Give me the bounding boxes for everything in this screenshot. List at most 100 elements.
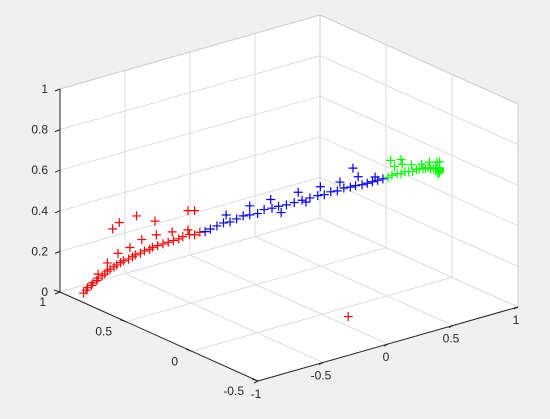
data-point [315, 182, 325, 192]
data-point [151, 230, 161, 240]
data-point [169, 236, 178, 246]
data-point [326, 187, 336, 197]
data-point [158, 239, 168, 249]
data-point [245, 210, 255, 220]
data-point [150, 216, 160, 226]
grid-wall-z [59, 176, 321, 252]
grid-wall-z [319, 176, 519, 267]
data-point [351, 181, 361, 191]
data-point [390, 161, 400, 171]
data-point [434, 163, 444, 173]
grid-floor-x [189, 254, 389, 345]
y-axis-line [59, 291, 259, 382]
data-point [335, 177, 345, 187]
z-tick-label: 0 [41, 285, 48, 299]
data-point [183, 225, 193, 235]
data-point [205, 224, 215, 234]
y-tick-label: 0 [171, 354, 178, 368]
data-point [417, 159, 427, 169]
data-point [339, 183, 349, 193]
data-point [139, 246, 149, 256]
data-point [125, 242, 135, 252]
data-point [259, 205, 269, 215]
x-tick-label: 0 [383, 350, 390, 364]
z-tick [54, 291, 61, 295]
data-point [88, 278, 98, 288]
grid-wall-z [319, 95, 519, 186]
data-point [297, 195, 307, 205]
data-point [124, 254, 134, 264]
data-point [137, 235, 147, 245]
series-0 [79, 206, 353, 322]
data-point [396, 169, 406, 179]
y-tick [53, 289, 61, 293]
data-point [289, 198, 299, 208]
data-point [274, 201, 284, 211]
data-point [130, 250, 140, 260]
data-point [301, 197, 311, 207]
grid-floor-y [125, 247, 387, 323]
data-point [195, 227, 205, 237]
data-point [225, 217, 235, 227]
data-point [221, 210, 231, 220]
data-point [386, 155, 396, 165]
data-point [343, 312, 353, 322]
z-tick [54, 250, 61, 254]
x-tick-label: -1 [251, 387, 262, 401]
data-point [253, 209, 263, 219]
z-tick [54, 210, 61, 214]
data-point [167, 227, 177, 237]
data-point [183, 206, 193, 216]
grid-floor-x [254, 236, 454, 326]
y-tick [251, 378, 259, 382]
data-point [112, 260, 122, 270]
z-tick [54, 129, 61, 133]
data-point [135, 248, 145, 258]
data-point [174, 234, 184, 244]
data-point [424, 157, 434, 167]
data-point [266, 194, 276, 204]
back-wall-y [320, 15, 518, 307]
data-point [178, 232, 188, 242]
data-point [396, 155, 406, 165]
grid-wall-z [319, 55, 519, 146]
data-point [132, 211, 141, 221]
grid-wall-z [319, 217, 519, 308]
grid-wall-z [59, 95, 321, 171]
z-tick-label: 0.4 [31, 204, 48, 218]
plot-data [79, 155, 445, 322]
y-tick-label: 1 [39, 295, 46, 309]
box-edge [319, 14, 519, 105]
data-point [397, 159, 407, 169]
grid-wall-z [59, 55, 321, 131]
data-point [102, 258, 112, 268]
data-point [108, 224, 118, 234]
data-point [345, 182, 355, 192]
data-point [332, 186, 342, 196]
data-point [406, 160, 416, 170]
x-tick [448, 325, 454, 328]
data-point [387, 170, 397, 180]
x-tick-label: -0.5 [311, 369, 332, 383]
grid-floor-x [124, 273, 324, 363]
x-tick-label: 1 [513, 313, 520, 327]
data-point [276, 208, 286, 218]
data-point [212, 221, 222, 231]
data-point [313, 191, 323, 201]
series-1 [200, 163, 388, 237]
box-edge [59, 14, 321, 90]
data-point [383, 172, 393, 182]
grid-floor-y [191, 276, 453, 352]
data-point [147, 242, 157, 252]
data-point [200, 227, 210, 237]
z-tick [54, 169, 61, 173]
data-point [348, 163, 358, 173]
x-tick [383, 343, 389, 347]
y-tick [119, 319, 127, 323]
y-tick-label: -0.5 [223, 384, 244, 398]
z-tick-label: 0.8 [31, 123, 48, 137]
y-tick-label: 0.5 [95, 325, 112, 339]
data-point [319, 190, 329, 200]
data-point [113, 248, 123, 258]
